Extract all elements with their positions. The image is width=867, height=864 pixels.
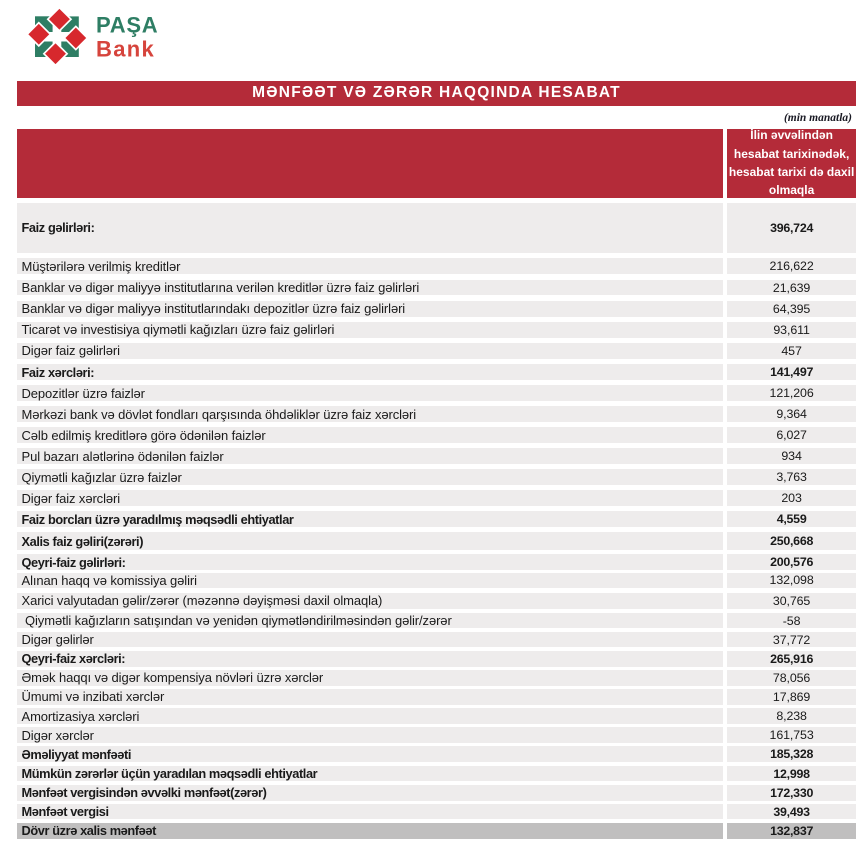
svg-text:Bank: Bank [96, 36, 155, 61]
svg-text:PAŞA: PAŞA [96, 13, 158, 38]
